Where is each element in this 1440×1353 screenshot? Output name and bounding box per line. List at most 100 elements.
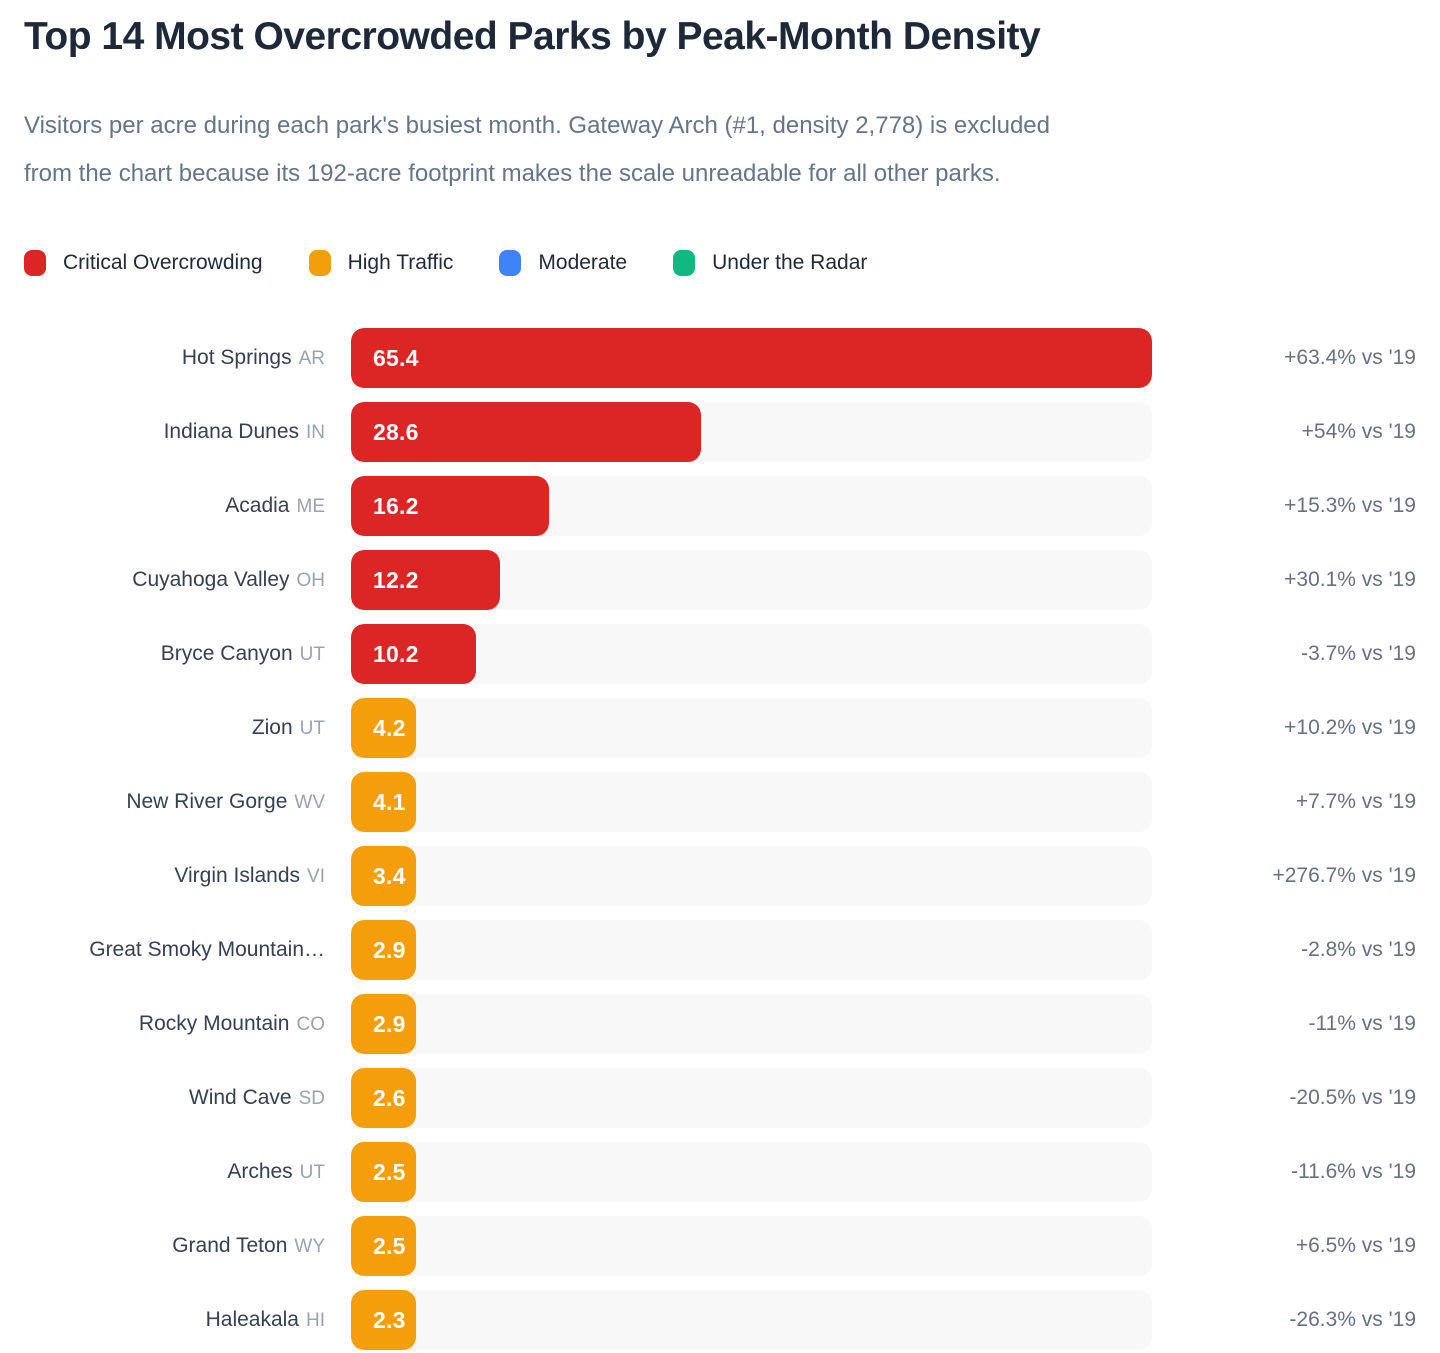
chart-row: Acadia ME 16.2 +15.3% vs '19 [24,476,1416,536]
park-label: New River Gorge WV [24,790,325,814]
bar[interactable]: 2.9 [351,920,416,980]
change-label: +30.1% vs '19 [1284,568,1416,591]
bar-track: 65.4 [351,328,1152,388]
bar[interactable]: 12.2 [351,550,501,610]
change-label: -2.8% vs '19 [1301,938,1416,961]
change-label: +63.4% vs '19 [1284,346,1416,369]
bar-value-label: 16.2 [373,492,419,519]
bar[interactable]: 10.2 [351,624,476,684]
park-label: Rocky Mountain CO [24,1012,325,1036]
park-name: Virgin Islands [174,864,301,887]
chart-row: Arches UT 2.5 -11.6% vs '19 [24,1142,1416,1202]
park-name: Hot Springs [181,346,292,369]
bar-track: 3.4 [351,846,1152,906]
park-state: WY [294,1236,325,1257]
bar-value-label: 2.9 [373,1010,406,1037]
legend-label-moderate: Moderate [538,251,628,274]
bar-chart: Hot Springs AR 65.4 +63.4% vs '19 Indiana… [24,328,1416,1350]
chart-row: Grand Teton WY 2.5 +6.5% vs '19 [24,1216,1416,1276]
bar[interactable]: 16.2 [351,476,550,536]
bar[interactable]: 2.3 [351,1290,416,1350]
park-state: UT [299,718,325,739]
change-label: +6.5% vs '19 [1295,1234,1416,1257]
legend-label-under-the-radar: Under the Radar [712,251,868,274]
park-name: Haleakala [205,1308,299,1331]
park-label: Acadia ME [24,494,325,518]
change-label: +10.2% vs '19 [1284,716,1416,739]
park-name: Arches [227,1160,293,1183]
legend-label-high-traffic: High Traffic [347,251,454,274]
park-label: Wind Cave SD [24,1086,325,1110]
park-label: Indiana Dunes IN [24,420,325,444]
bar-value-label: 2.6 [373,1084,406,1111]
park-label: Cuyahoga Valley OH [24,568,325,592]
chart-row: Zion UT 4.2 +10.2% vs '19 [24,698,1416,758]
bar[interactable]: 2.6 [351,1068,416,1128]
park-state: UT [299,1162,325,1183]
bar[interactable]: 4.2 [351,698,416,758]
legend-swatch-moderate-icon [499,250,522,276]
park-label: Virgin Islands VI [24,864,325,888]
bar-track: 28.6 [351,402,1152,462]
bar-value-label: 3.4 [373,862,406,889]
legend-item-moderate[interactable]: Moderate [499,250,627,276]
chart-row: Bryce Canyon UT 10.2 -3.7% vs '19 [24,624,1416,684]
park-state: VI [307,866,325,887]
bar[interactable]: 65.4 [351,328,1152,388]
park-name: Great Smoky Mountain… [89,938,325,961]
chart-legend: Critical Overcrowding High Traffic Moder… [24,250,1416,276]
bar-track: 2.3 [351,1290,1152,1350]
park-state: UT [299,644,325,665]
change-label: +15.3% vs '19 [1284,494,1416,517]
park-name: New River Gorge [126,790,288,813]
change-label: -20.5% vs '19 [1289,1086,1416,1109]
park-name: Rocky Mountain [138,1012,290,1035]
legend-item-critical[interactable]: Critical Overcrowding [24,250,263,276]
park-label: Great Smoky Mountain… [24,938,325,962]
bar[interactable]: 2.9 [351,994,416,1054]
legend-item-under-the-radar[interactable]: Under the Radar [673,250,867,276]
park-label: Hot Springs AR [24,346,325,370]
bar-value-label: 10.2 [373,640,419,667]
park-name: Wind Cave [188,1086,292,1109]
bar-track: 2.5 [351,1142,1152,1202]
bar[interactable]: 28.6 [351,402,702,462]
bar-value-label: 2.9 [373,936,406,963]
change-label: +7.7% vs '19 [1295,790,1416,813]
park-state: IN [306,422,325,443]
bar-track: 12.2 [351,550,1152,610]
park-state: SD [298,1088,325,1109]
bar-value-label: 28.6 [373,418,419,445]
park-label: Grand Teton WY [24,1234,325,1258]
chart-row: Hot Springs AR 65.4 +63.4% vs '19 [24,328,1416,388]
bar-value-label: 65.4 [373,344,419,371]
bar-value-label: 12.2 [373,566,419,593]
park-label: Bryce Canyon UT [24,642,325,666]
bar-value-label: 2.3 [373,1306,406,1333]
bar-value-label: 2.5 [373,1232,406,1259]
bar-track: 4.2 [351,698,1152,758]
park-state: WV [294,792,325,813]
park-state: CO [296,1014,326,1035]
change-label: +54% vs '19 [1301,420,1416,443]
change-label: +276.7% vs '19 [1272,864,1416,887]
bar-track: 2.9 [351,920,1152,980]
bar[interactable]: 3.4 [351,846,416,906]
bar-track: 10.2 [351,624,1152,684]
park-name: Grand Teton [172,1234,288,1257]
park-label: Haleakala HI [24,1308,325,1332]
bar-track: 16.2 [351,476,1152,536]
bar-value-label: 4.2 [373,714,406,741]
legend-item-high-traffic[interactable]: High Traffic [308,250,454,276]
park-name: Cuyahoga Valley [132,568,290,591]
bar-track: 4.1 [351,772,1152,832]
chart-row: Cuyahoga Valley OH 12.2 +30.1% vs '19 [24,550,1416,610]
change-label: -3.7% vs '19 [1301,642,1416,665]
park-name: Indiana Dunes [163,420,299,443]
bar[interactable]: 2.5 [351,1142,416,1202]
bar-track: 2.6 [351,1068,1152,1128]
change-label: -11.6% vs '19 [1290,1160,1416,1183]
bar[interactable]: 2.5 [351,1216,416,1276]
bar[interactable]: 4.1 [351,772,416,832]
park-label: Arches UT [24,1160,325,1184]
